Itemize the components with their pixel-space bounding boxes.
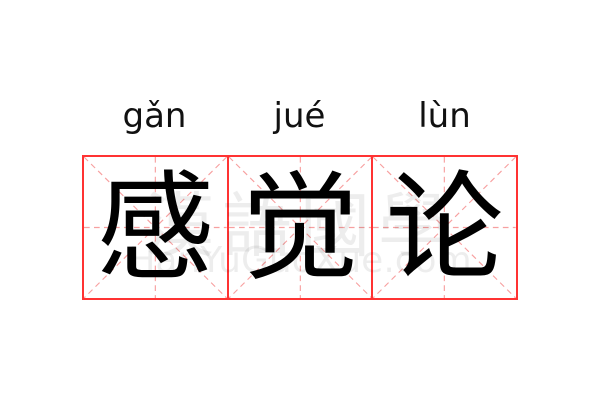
character-cell: 感 bbox=[84, 157, 227, 298]
character: 论 bbox=[385, 158, 504, 297]
pinyin-3: lùn bbox=[418, 96, 471, 136]
pinyin-2: jué bbox=[273, 96, 326, 136]
guide-lines bbox=[373, 157, 517, 298]
character-cell: 觉 bbox=[226, 157, 372, 298]
character-grid: 感 觉 论 bbox=[82, 155, 518, 300]
character-cell: 论 bbox=[371, 157, 517, 298]
guide-lines bbox=[84, 157, 227, 298]
character: 感 bbox=[96, 158, 215, 297]
character: 觉 bbox=[241, 158, 360, 297]
pinyin-1: gǎn bbox=[122, 96, 187, 136]
guide-lines bbox=[228, 157, 372, 298]
